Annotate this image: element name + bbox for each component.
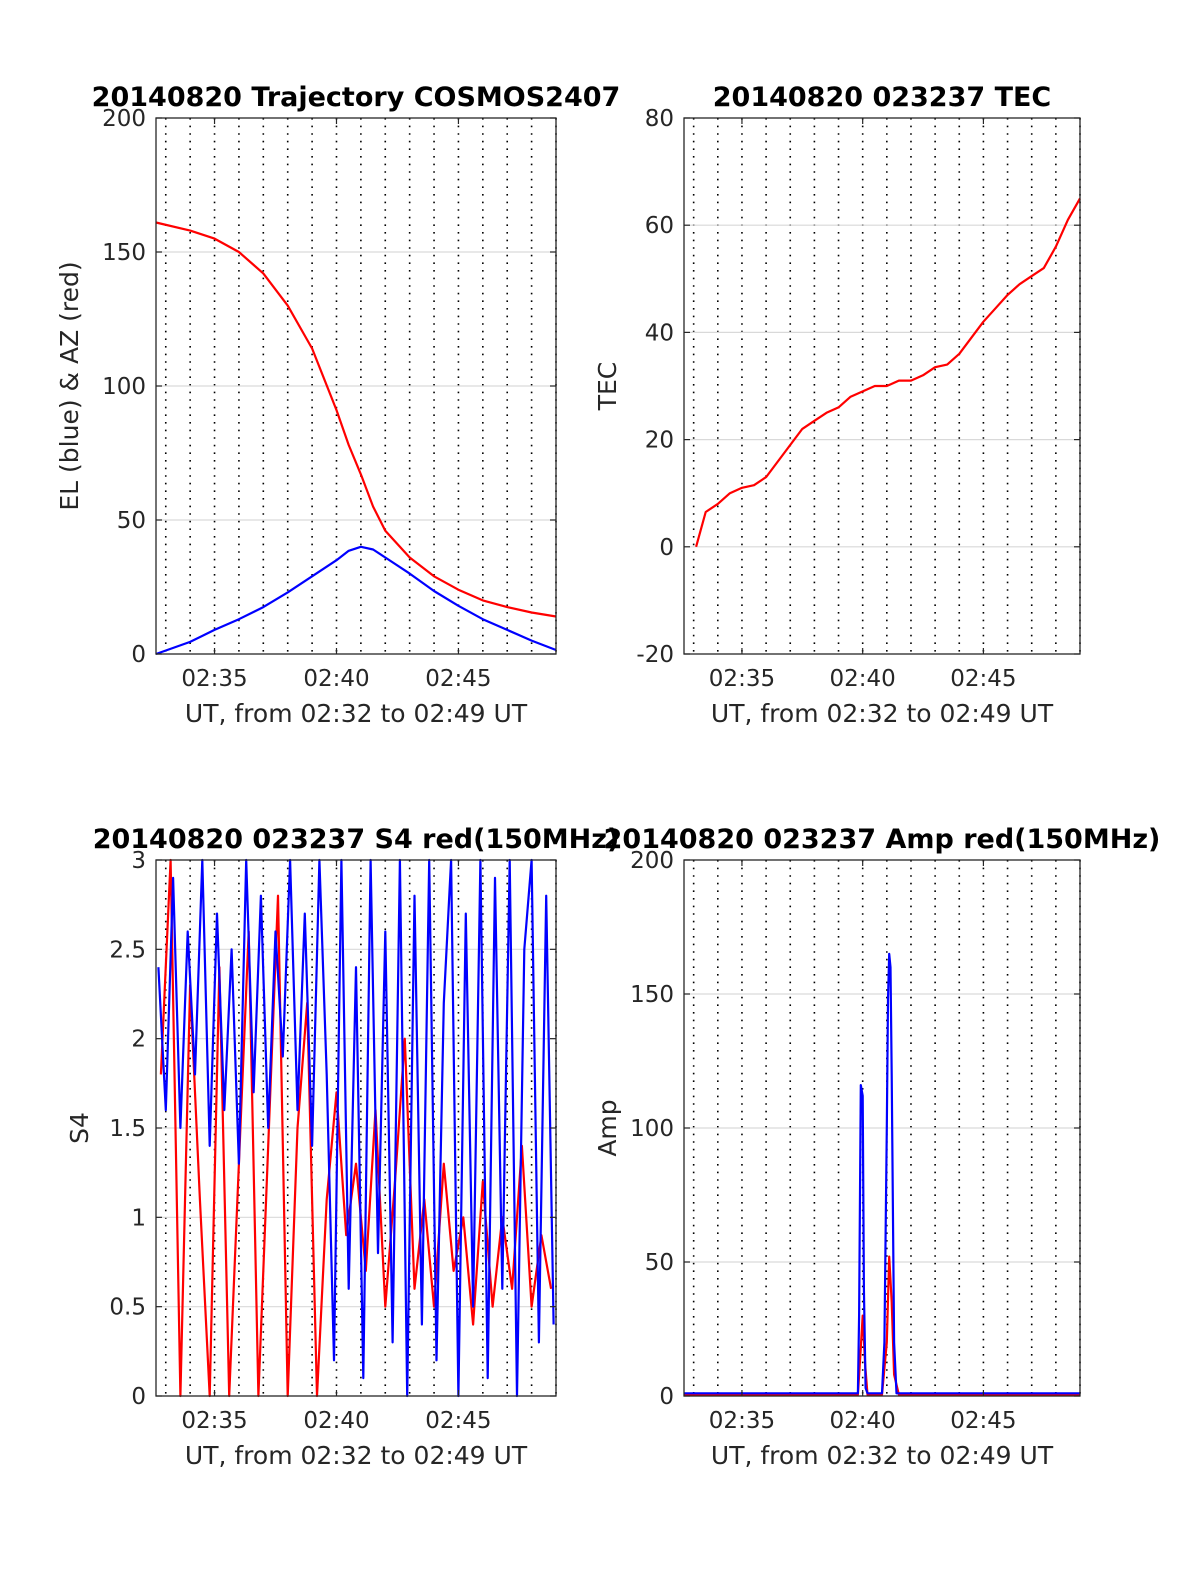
y-tick-label: 0	[131, 642, 146, 668]
y-tick-labels: 0 50 100 150 200	[102, 106, 146, 668]
y-tick-label: 20	[645, 428, 674, 454]
y-tick-label: 0	[131, 1384, 146, 1410]
plot-frame	[683, 117, 1081, 655]
tick-marks	[156, 117, 556, 655]
horizontal-grid	[684, 224, 1080, 548]
blue-series-line	[155, 545, 557, 656]
x-tick-labels: 02:35 02:40 02:45	[709, 1408, 1017, 1434]
y-tick-label: 100	[630, 1116, 674, 1142]
y-tick-label: 0.5	[109, 1295, 146, 1321]
x-axis-label: UT, from 02:32 to 02:49 UT	[711, 699, 1054, 728]
y-tick-label: 80	[645, 106, 674, 132]
series-group	[155, 221, 557, 656]
y-axis-label: S4	[65, 1112, 94, 1144]
y-tick-label: 2.5	[109, 937, 146, 963]
y-axis-label: EL (blue) & AZ (red)	[55, 261, 84, 510]
y-tick-labels: 0 50 100 150 200	[630, 848, 674, 1410]
y-tick-labels: 0 0.5 1 1.5 2 2.5 3	[109, 848, 146, 1410]
y-tick-label: 150	[630, 982, 674, 1008]
x-tick-labels: 02:35 02:40 02:45	[181, 666, 491, 692]
chart-title: 20140820 023237 TEC	[713, 82, 1052, 113]
tec-panel: 02:35 02:40 02:45 -20 0 20 40 60 80 20140820 02…	[593, 82, 1081, 728]
y-tick-label: 0	[659, 1384, 674, 1410]
blue-series-line	[684, 952, 1080, 1395]
x-tick-labels: 02:35 02:40 02:45	[709, 666, 1017, 692]
x-tick-label: 02:35	[181, 1408, 247, 1434]
x-axis-label: UT, from 02:32 to 02:49 UT	[711, 1441, 1054, 1470]
chart-title: 20140820 023237 S4 red(150MHz)	[93, 824, 620, 855]
x-axis-label: UT, from 02:32 to 02:49 UT	[185, 1441, 528, 1470]
y-tick-label: -20	[636, 642, 674, 668]
y-tick-label: 150	[102, 240, 146, 266]
x-tick-label: 02:40	[303, 1408, 369, 1434]
x-tick-label: 02:40	[830, 1408, 896, 1434]
series-group	[684, 952, 1080, 1396]
trajectory-panel: 02:35 02:40 02:45 0 50 100 150 200 20140820 Tr…	[55, 82, 620, 728]
series-group	[695, 197, 1081, 548]
x-tick-labels: 02:35 02:40 02:45	[181, 1408, 491, 1434]
x-tick-label: 02:45	[425, 1408, 491, 1434]
y-tick-label: 50	[117, 508, 146, 534]
y-tick-label: 1	[131, 1205, 146, 1231]
y-tick-label: 2	[131, 1027, 146, 1053]
y-axis-label: Amp	[593, 1099, 622, 1156]
x-tick-label: 02:45	[425, 666, 491, 692]
x-tick-label: 02:40	[830, 666, 896, 692]
amp-panel: 02:35 02:40 02:45 0 50 100 150 200 20140820 02…	[593, 824, 1160, 1470]
y-tick-label: 200	[630, 848, 674, 874]
y-tick-label: 50	[645, 1250, 674, 1276]
chart-title: 20140820 023237 Amp red(150MHz)	[604, 824, 1161, 855]
x-tick-label: 02:35	[709, 666, 775, 692]
x-axis-label: UT, from 02:32 to 02:49 UT	[185, 699, 528, 728]
y-tick-label: 3	[131, 848, 146, 874]
y-tick-label: 200	[102, 106, 146, 132]
y-tick-labels: -20 0 20 40 60 80	[636, 106, 674, 668]
y-tick-label: 1.5	[109, 1116, 146, 1142]
y-tick-label: 100	[102, 374, 146, 400]
horizontal-grid	[156, 251, 556, 521]
tick-marks	[684, 117, 1080, 655]
x-tick-label: 02:35	[181, 666, 247, 692]
y-tick-label: 60	[645, 213, 674, 239]
y-tick-label: 40	[645, 320, 674, 346]
series-group	[157, 858, 555, 1398]
chart-title: 20140820 Trajectory COSMOS2407	[92, 82, 621, 113]
horizontal-grid	[684, 993, 1080, 1263]
x-tick-label: 02:35	[709, 1408, 775, 1434]
y-tick-label: 0	[659, 535, 674, 561]
red-series-line	[695, 197, 1081, 548]
red-series-line	[155, 221, 557, 618]
tick-marks	[156, 859, 556, 1397]
blue-series-line	[157, 858, 555, 1398]
x-tick-label: 02:40	[303, 666, 369, 692]
red-series-line	[684, 1255, 1080, 1396]
tick-marks	[684, 859, 1080, 1397]
x-tick-label: 02:45	[950, 1408, 1016, 1434]
y-axis-label: TEC	[593, 362, 622, 412]
x-tick-label: 02:45	[950, 666, 1016, 692]
s4-panel: 02:35 02:40 02:45 0 0.5 1 1.5 2 2.5 3 20140820 0…	[65, 824, 619, 1470]
